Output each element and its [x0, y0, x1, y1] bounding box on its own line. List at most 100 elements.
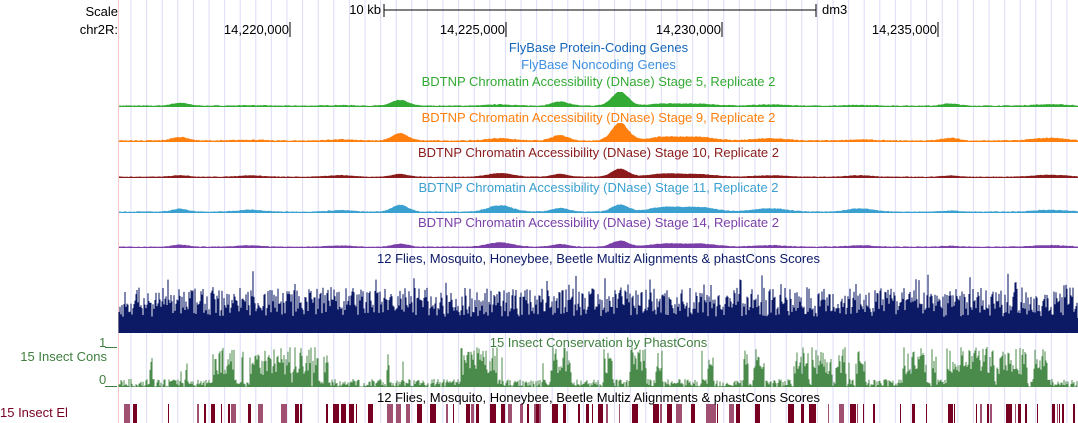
conserved-element: [501, 404, 505, 423]
conserved-element: [197, 404, 199, 423]
conserved-element: [1037, 404, 1038, 423]
track-title-flybase-noncoding[interactable]: FlyBase Noncoding Genes: [521, 57, 676, 72]
conserved-element: [508, 404, 512, 423]
conserved-element: [406, 404, 410, 423]
conserved-element: [926, 404, 927, 423]
track-title-dnase-s10[interactable]: BDTNP Chromatin Accessibility (DNase) St…: [417, 145, 780, 160]
conserved-element: [204, 404, 206, 423]
conserved-element: [1059, 404, 1060, 423]
conserved-element: [1073, 404, 1075, 423]
conserved-element: [248, 404, 251, 423]
conserved-element: [857, 404, 858, 423]
conserved-element: [755, 404, 760, 423]
phastcons-bars: [118, 347, 1078, 387]
conserved-element: [476, 404, 479, 423]
conserved-element: [619, 404, 620, 423]
tick-label: 14,235,000: [871, 22, 937, 37]
conserved-element: [788, 404, 794, 423]
conserved-element: [1057, 404, 1058, 423]
conserved-element: [534, 404, 536, 423]
conserved-element: [563, 404, 566, 423]
conserved-element: [814, 404, 816, 423]
track-title-flybase-coding[interactable]: FlyBase Protein-Coding Genes: [508, 40, 689, 55]
track-title-dnase-s11[interactable]: BDTNP Chromatin Accessibility (DNase) St…: [418, 180, 779, 195]
conserved-element: [1006, 404, 1012, 423]
elements-side-label[interactable]: 15 Insect El: [0, 405, 68, 420]
track-title-dnase-s5[interactable]: BDTNP Chromatin Accessibility (DNase) St…: [421, 74, 776, 89]
y-min-label: 0: [99, 372, 107, 387]
scale-label: Scale: [85, 4, 118, 19]
conserved-element: [356, 404, 357, 423]
conserved-element: [706, 404, 711, 423]
y-max-label: 1: [99, 335, 107, 350]
conserved-element: [326, 404, 328, 423]
conserved-element: [552, 404, 558, 423]
track-title-phastcons[interactable]: 15 Insect Conservation by PhastCons: [489, 335, 708, 350]
chrom-label: chr2R:: [79, 22, 118, 37]
conserved-element: [430, 404, 436, 423]
conserved-element: [168, 404, 169, 423]
conserved-element: [801, 404, 804, 423]
conserved-element: [417, 404, 422, 423]
conserved-element: [632, 404, 638, 423]
tick-label: 14,225,000: [439, 22, 505, 37]
conserved-element: [446, 404, 448, 423]
conserved-element: [660, 404, 662, 423]
conserved-element: [368, 404, 373, 423]
conserved-element: [873, 404, 875, 423]
conserved-element: [387, 404, 393, 423]
conserved-element: [676, 404, 682, 423]
conserved-element: [711, 404, 716, 423]
conserved-element: [539, 404, 541, 423]
conserved-element: [333, 404, 339, 423]
conserved-element: [976, 404, 977, 423]
conserved-element: [987, 404, 989, 423]
conserved-element: [850, 404, 856, 423]
track-title-elements[interactable]: 12 Flies, Mosquito, Honeybee, Beetle Mul…: [377, 390, 820, 405]
conserved-element: [133, 404, 137, 423]
conserved-element: [228, 404, 230, 423]
conserved-element: [1062, 404, 1064, 423]
conserved-element: [809, 404, 814, 423]
conserved-element: [954, 404, 955, 423]
track-title-multiz[interactable]: 12 Flies, Mosquito, Honeybee, Beetle Mul…: [377, 251, 820, 266]
conserved-element: [490, 404, 496, 423]
conserved-element: [300, 404, 302, 423]
conserved-element: [520, 404, 523, 423]
conserved-element: [1025, 404, 1027, 423]
multiz-base: [119, 318, 1078, 333]
conserved-element: [349, 404, 354, 423]
conserved-element: [990, 404, 992, 423]
scale-bar-label: 10 kb: [349, 2, 381, 17]
conserved-element: [667, 404, 672, 423]
conserved-element: [536, 404, 539, 423]
conserved-element: [980, 404, 982, 423]
conserved-element: [453, 404, 454, 423]
conserved-element: [1018, 404, 1021, 423]
conserved-element: [211, 404, 215, 423]
conserved-element: [1052, 404, 1055, 423]
conserved-element: [578, 404, 580, 423]
conserved-element: [828, 404, 829, 423]
conserved-element: [295, 404, 299, 423]
conserved-element: [736, 404, 740, 423]
conserved-element: [258, 404, 263, 423]
conserved-element: [717, 404, 718, 423]
tick-label: 14,230,000: [655, 22, 721, 37]
phastcons-side-label[interactable]: 15 Insect Cons: [20, 349, 107, 364]
conserved-element: [653, 404, 659, 423]
assembly-label: dm3: [822, 2, 848, 17]
conserved-element: [281, 404, 287, 423]
conserved-element: [863, 404, 864, 423]
conserved-element: [466, 404, 470, 423]
conserved-element: [729, 404, 734, 423]
track-title-dnase-s14[interactable]: BDTNP Chromatin Accessibility (DNase) St…: [417, 215, 780, 230]
conserved-element: [124, 404, 130, 423]
conserved-element: [912, 404, 915, 423]
conserved-element: [586, 404, 589, 423]
track-title-dnase-s9[interactable]: BDTNP Chromatin Accessibility (DNase) St…: [421, 110, 776, 125]
conserved-element: [691, 404, 695, 423]
conserved-element: [221, 404, 222, 423]
tick-label: 14,220,000: [223, 22, 289, 37]
